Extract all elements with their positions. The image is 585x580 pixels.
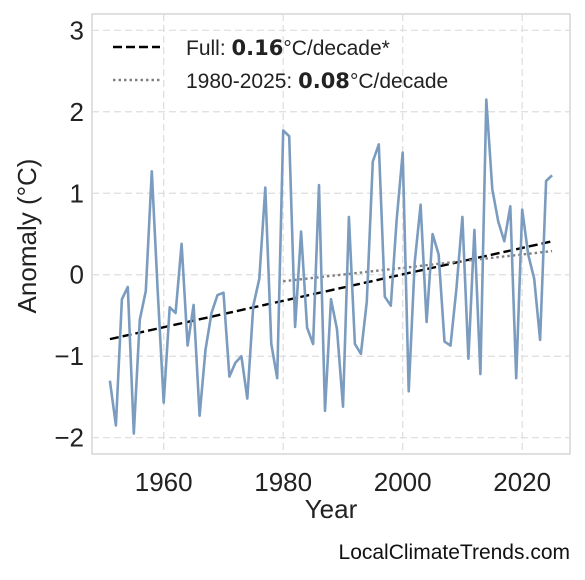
x-axis-ticks: 1960 1980 2000 2020 bbox=[135, 467, 551, 497]
watermark: LocalClimateTrends.com bbox=[339, 541, 570, 564]
trend-line-1 bbox=[283, 249, 553, 283]
y-axis-title: Anomaly (°C) bbox=[12, 159, 42, 314]
trend-line-0 bbox=[109, 240, 553, 341]
x-axis-title: Year bbox=[305, 494, 358, 524]
y-tick-label-1: −1 bbox=[54, 341, 84, 371]
legend-full-suffix: °C/decade* bbox=[283, 37, 389, 60]
x-tick-label-2: 2000 bbox=[374, 467, 432, 497]
trend-lines bbox=[109, 240, 553, 341]
series bbox=[108, 98, 553, 435]
legend-recent-suffix: °C/decade bbox=[350, 70, 448, 93]
y-tick-label-0: −2 bbox=[54, 423, 84, 453]
x-tick-label-1: 1980 bbox=[254, 467, 312, 497]
legend-recent-prefix: 1980-2025: bbox=[186, 70, 298, 93]
legend-recent-rate: 0.08 bbox=[298, 69, 350, 93]
legend-full-prefix: Full: bbox=[186, 37, 232, 60]
series-line-0 bbox=[108, 98, 553, 435]
y-tick-label-2: 0 bbox=[70, 260, 84, 290]
y-tick-label-3: 1 bbox=[70, 178, 84, 208]
y-tick-label-5: 3 bbox=[70, 15, 84, 45]
legend-entry-full: Full: 0.16°C/decade* bbox=[186, 36, 390, 60]
plot-area bbox=[91, 13, 571, 455]
x-tick-label-3: 2020 bbox=[493, 467, 551, 497]
x-tick-label-0: 1960 bbox=[135, 467, 193, 497]
legend: Full: 0.16°C/decade* 1980-2025: 0.08°C/d… bbox=[113, 36, 448, 93]
legend-full-rate: 0.16 bbox=[232, 36, 284, 60]
y-tick-label-4: 2 bbox=[70, 97, 84, 127]
y-axis-ticks: −2 −1 0 1 2 3 bbox=[54, 15, 84, 452]
legend-entry-recent: 1980-2025: 0.08°C/decade bbox=[186, 69, 448, 93]
